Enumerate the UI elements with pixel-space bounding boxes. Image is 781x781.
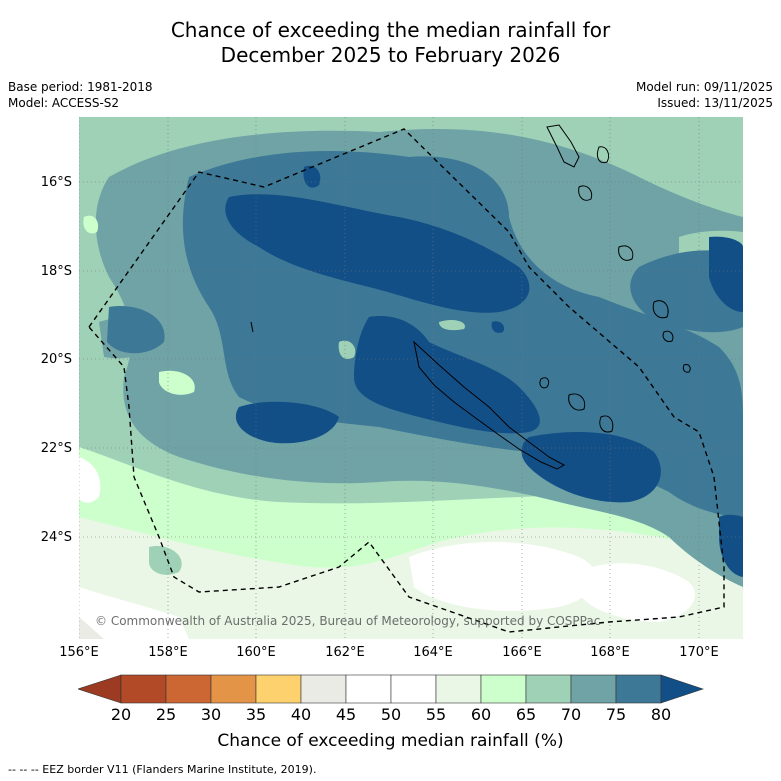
vanuatu-island-1 xyxy=(546,124,580,168)
band-60-65-patch-2 xyxy=(83,215,99,234)
band-55-60-south xyxy=(79,517,743,639)
new-caledonia-coast xyxy=(413,340,566,470)
band-50-west-edge xyxy=(79,457,101,503)
title-line-1: Chance of exceeding the median rainfall … xyxy=(170,18,611,42)
y-axis-label-16s: 16°S xyxy=(40,175,72,190)
colorbar-tick-65: 65 xyxy=(515,705,537,724)
colorbar-tick-60: 60 xyxy=(470,705,492,724)
model-name: Model: ACCESS-S2 xyxy=(8,96,120,110)
x-axis-label-156e: 156°E xyxy=(59,645,99,660)
x-axis-label-164e: 164°E xyxy=(413,645,453,660)
colorbar-tick-50: 50 xyxy=(380,705,402,724)
colorbar-tick-70: 70 xyxy=(560,705,582,724)
band-50-south-west xyxy=(79,587,189,639)
x-axis-label-170e: 170°E xyxy=(679,645,719,660)
y-axis-label-18s: 18°S xyxy=(40,264,72,279)
graticule xyxy=(79,117,743,639)
colorbar-tick-25: 25 xyxy=(155,705,177,724)
colorbar-tick-55: 55 xyxy=(425,705,447,724)
band-above-80-south xyxy=(521,432,661,503)
band-above-80-north xyxy=(225,194,530,313)
colorbar-tick-40: 40 xyxy=(290,705,312,724)
map-panel xyxy=(79,117,743,639)
band-above-80-west xyxy=(235,401,339,444)
colorbar-70-75 xyxy=(570,674,617,704)
meta-left: Base period: 1981-2018 Model: ACCESS-S2 xyxy=(8,79,153,111)
colorbar-60-65 xyxy=(480,674,527,704)
y-axis-label-22s: 22°S xyxy=(40,441,72,456)
title-line-2: December 2025 to February 2026 xyxy=(220,43,561,67)
y-axis-label-24s: 24°S xyxy=(40,530,72,545)
y-axis-label-20s: 20°S xyxy=(40,352,72,367)
island-outline-2 xyxy=(568,393,586,411)
band-60-65-patch-1 xyxy=(159,370,195,395)
band-65-70-patch-2 xyxy=(338,340,356,360)
vanuatu-island-6 xyxy=(662,330,674,342)
colorbar-40-45 xyxy=(300,674,347,704)
colorbar-tick-75: 75 xyxy=(605,705,627,724)
vanuatu-island-4 xyxy=(618,245,634,261)
colorbar-50-55 xyxy=(390,674,437,704)
band-above-80-dot xyxy=(491,321,505,333)
x-axis-label-162e: 162°E xyxy=(325,645,365,660)
band-65-70-patch xyxy=(149,546,182,575)
colorbar-35-40 xyxy=(255,674,302,704)
colorbar-75-80 xyxy=(615,674,662,704)
x-axis-label-160e: 160°E xyxy=(236,645,276,660)
colorbar-tick-30: 30 xyxy=(200,705,222,724)
colorbar-65-70 xyxy=(525,674,572,704)
colorbar-25-30 xyxy=(165,674,212,704)
model-run: Model run: 09/11/2025 xyxy=(635,80,773,94)
colorbar-45-50 xyxy=(345,674,392,704)
x-axis-label-168e: 168°E xyxy=(590,645,630,660)
colorbar-above-80 xyxy=(660,674,704,704)
island-outline-5 xyxy=(250,321,254,333)
band-65-70-patch-3 xyxy=(439,319,465,331)
copyright-notice: © Commonwealth of Australia 2025, Bureau… xyxy=(95,614,601,628)
issued-date: Issued: 13/11/2025 xyxy=(657,96,773,110)
meta-right: Model run: 09/11/2025 Issued: 13/11/2025 xyxy=(636,79,773,111)
band-75-80-west-spot xyxy=(107,306,165,354)
rainfall-map xyxy=(79,117,743,639)
band-above-80-center xyxy=(354,316,540,434)
colorbar-30-35 xyxy=(210,674,257,704)
colorbar-tick-45: 45 xyxy=(335,705,357,724)
eez-footnote: -- -- -- EEZ border V11 (Flanders Marine… xyxy=(8,763,317,776)
colorbar xyxy=(78,674,704,704)
colorbar-tick-35: 35 xyxy=(245,705,267,724)
island-outline-3 xyxy=(599,415,614,433)
island-outline-4 xyxy=(682,364,691,373)
eez-border xyxy=(88,128,725,633)
band-above-80-southeast xyxy=(719,514,743,577)
colorbar-below-20 xyxy=(78,674,122,704)
colorbar-label: Chance of exceeding median rainfall (%) xyxy=(217,731,564,751)
vanuatu-island-2 xyxy=(578,185,593,201)
x-axis-label-158e: 158°E xyxy=(148,645,188,660)
x-axis-label-166e: 166°E xyxy=(502,645,542,660)
map-title: Chance of exceeding the median rainfall … xyxy=(0,18,781,68)
vanuatu-island-5 xyxy=(652,300,669,319)
colorbar-55-60 xyxy=(435,674,482,704)
vanuatu-island-3 xyxy=(596,146,610,164)
colorbar-20-25 xyxy=(120,674,167,704)
band-50-south-center xyxy=(409,542,597,611)
base-period: Base period: 1981-2018 xyxy=(8,80,153,94)
island-outline-1 xyxy=(539,377,550,389)
band-above-80-east xyxy=(709,236,743,312)
band-40-45-corner xyxy=(79,617,104,639)
colorbar-tick-20: 20 xyxy=(110,705,132,724)
band-50-south-east xyxy=(579,563,695,622)
colorbar-tick-80: 80 xyxy=(650,705,672,724)
